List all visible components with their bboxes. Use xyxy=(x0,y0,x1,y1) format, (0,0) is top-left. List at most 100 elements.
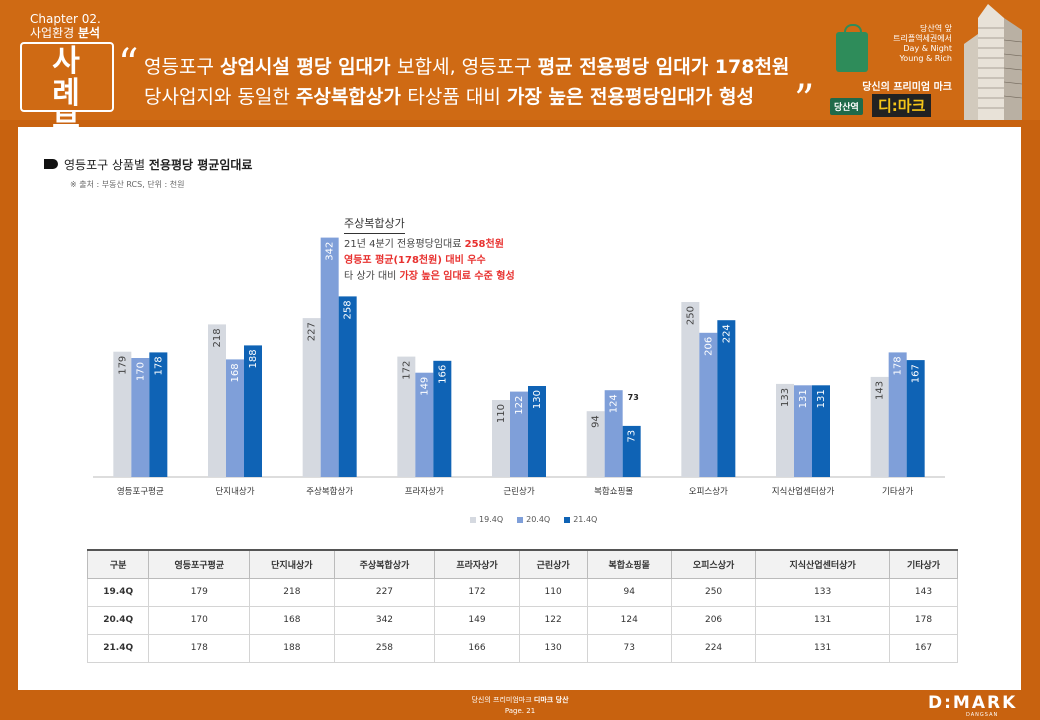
x-tick-label: 기타상가 xyxy=(882,486,913,497)
bar-21.4Q xyxy=(906,360,925,477)
x-tick-label: 복합쇼핑몰 xyxy=(594,486,633,497)
bar-value-label: 224 xyxy=(721,324,732,343)
bar-19.4Q xyxy=(586,411,605,477)
chapter-label: Chapter 02. 사업환경 분석 xyxy=(30,12,101,40)
bar-19.4Q xyxy=(776,383,794,477)
legend-label: 21.4Q xyxy=(573,515,598,524)
footer-line1: 당신의 프리미엄마크 디마크 당산 xyxy=(462,695,578,706)
annotation-line3: 타 상가 대비 가장 높은 임대료 수준 형성 xyxy=(344,269,515,285)
table-header-cell: 주상복합상가 xyxy=(333,549,436,579)
table-row: 21.4Q 178 188 258 166 130 73 224 131 167 xyxy=(86,633,958,663)
bar-19.4Q xyxy=(492,400,510,477)
headline-segment: 당사업지와 동일한 xyxy=(144,86,296,108)
bar-value-label: 179 xyxy=(117,356,128,375)
annotation-line3-prefix: 타 상가 대비 xyxy=(344,271,400,282)
table-cell: 168 xyxy=(249,605,335,635)
open-quote-icon: “ xyxy=(118,41,139,87)
table-header-row: 구분 영등포구평균 단지내상가 주상복합상가 프라자상가 근린상가 복합쇼핑몰 오피스상가 지식… xyxy=(86,549,958,579)
footer-logo: D:MARK xyxy=(928,693,1018,713)
bar-20.4Q xyxy=(794,385,812,477)
bar-20.4Q xyxy=(699,332,718,477)
legend-swatch xyxy=(470,516,476,523)
bar-value-label: 133 xyxy=(780,388,791,407)
bar-value-label: 258 xyxy=(343,300,354,319)
table-cell: 342 xyxy=(333,605,436,635)
bar-20.4Q xyxy=(131,358,150,477)
bar-20.4Q xyxy=(320,237,339,477)
table-cell: 133 xyxy=(755,577,891,607)
table-row-header: 19.4Q xyxy=(86,577,150,607)
table-header-cell: 영등포구평균 xyxy=(148,549,251,579)
chapter-number: Chapter 02. xyxy=(30,12,101,26)
bar-value-label: 188 xyxy=(248,349,259,368)
bar-value-label: 227 xyxy=(307,322,318,341)
annotation-line1-red: 258천원 xyxy=(464,239,504,250)
bar-20.4Q xyxy=(604,390,623,477)
table-cell: 170 xyxy=(148,605,251,635)
bar-value-label: 131 xyxy=(816,389,827,408)
table-cell: 94 xyxy=(586,577,672,607)
footer-line1-bold: 디마크 당산 xyxy=(533,696,569,704)
chapter-sub-prefix: 사업환경 xyxy=(30,26,78,40)
chapter-sub-bold: 분석 xyxy=(77,26,101,40)
headline-segment: 보합세, 영등포구 xyxy=(397,56,538,78)
brand-line: 트리플역세권에서 xyxy=(893,34,952,43)
footer-logo-sub: DANGSAN xyxy=(966,712,999,718)
bar-value-label: 167 xyxy=(911,364,922,383)
table-row-header: 20.4Q xyxy=(86,605,150,635)
bar-20.4Q xyxy=(888,352,907,477)
table-row: 20.4Q 170 168 342 149 122 124 206 131 178 xyxy=(86,605,958,635)
bar-21.4Q xyxy=(622,425,641,477)
table-cell: 178 xyxy=(889,605,958,635)
bar-value-label: 218 xyxy=(212,328,223,347)
table-cell: 227 xyxy=(333,577,436,607)
building-illustration xyxy=(964,4,1023,120)
table-cell: 172 xyxy=(434,577,520,607)
table-cell: 124 xyxy=(586,605,672,635)
annotation-line1: 21년 4분기 전용평당임대료 258천원 xyxy=(344,237,515,253)
bar-20.4Q xyxy=(510,391,528,477)
legend-item: 19.4Q xyxy=(470,515,503,524)
footer-text: 당신의 프리미엄마크 디마크 당산 Page. 21 xyxy=(462,695,578,717)
table-cell: 149 xyxy=(434,605,520,635)
table-cell: 206 xyxy=(670,605,757,635)
table-header-cell: 단지내상가 xyxy=(249,549,335,579)
table-header-cell: 복합쇼핑몰 xyxy=(586,549,672,579)
bar-19.4Q xyxy=(681,302,700,477)
brand-block: 당산역 앞 트리플역세권에서 Day & Night Young & Rich … xyxy=(830,10,956,117)
bar-value-label: 110 xyxy=(496,404,507,423)
table-cell: 167 xyxy=(889,633,958,663)
brand-logo: 당산역 디:마크 xyxy=(830,94,940,117)
bar-value-label: 94 xyxy=(591,415,602,428)
table-header-cell: 구분 xyxy=(86,549,150,579)
x-tick-label: 프라자상가 xyxy=(405,486,444,497)
headline-line1: 영등포구 상업시설 평당 임대가 보합세, 영등포구 평균 전용평당 임대가 1… xyxy=(144,52,804,82)
bar-value-label: 122 xyxy=(514,396,525,415)
table-cell: 188 xyxy=(249,633,335,663)
brand-sub: 당신의 프리미엄 마크 xyxy=(862,82,952,93)
bar-19.4Q xyxy=(870,376,889,477)
table-cell: 224 xyxy=(670,633,757,663)
bar-21.4Q xyxy=(244,345,262,477)
d-logo-icon xyxy=(44,159,58,169)
bar-value-label: 131 xyxy=(798,389,809,408)
brand-slogan: 당산역 앞 트리플역세권에서 Day & Night Young & Rich xyxy=(893,24,952,64)
headline-segment: 영등포구 xyxy=(144,56,220,78)
footer-page: Page. 21 xyxy=(504,707,536,715)
bar-value-label: 143 xyxy=(875,381,886,400)
bar-value-label: 166 xyxy=(437,365,448,384)
legend-item: 20.4Q xyxy=(517,515,550,524)
bar-21.4Q xyxy=(149,352,168,477)
bar-value-label: 168 xyxy=(230,363,241,382)
headline-segment: 평균 전용평당 임대가 178천원 xyxy=(537,56,790,78)
table-cell: 143 xyxy=(889,577,958,607)
annotation-title: 주상복합상가 xyxy=(344,216,405,234)
table-cell: 110 xyxy=(518,577,588,607)
bar-19.4Q xyxy=(208,324,226,477)
legend-swatch xyxy=(564,516,571,523)
chapter-subtitle: 사업환경 분석 xyxy=(30,26,101,40)
headline-segment: 타상품 대비 xyxy=(407,86,507,108)
data-table: 구분 영등포구평균 단지내상가 주상복합상가 프라자상가 근린상가 복합쇼핑몰 오피스상가 지식… xyxy=(86,549,958,663)
brand-line: Day & Night xyxy=(903,44,952,53)
